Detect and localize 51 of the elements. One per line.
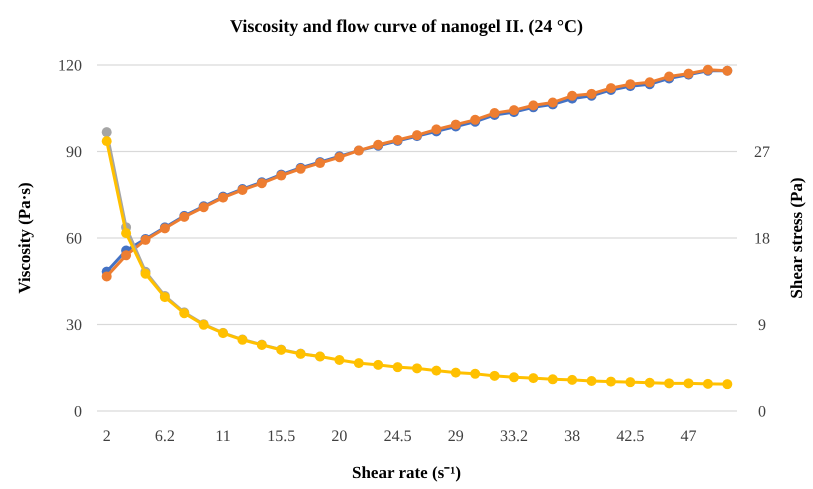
x-tick-label: 33.2 <box>500 428 528 445</box>
y-tick-label: 0 <box>74 404 82 421</box>
point <box>102 136 112 146</box>
y-tick-label: 30 <box>66 317 82 334</box>
point <box>490 370 500 381</box>
x-tick-label: 6.2 <box>154 428 175 445</box>
x-tick-label: 29 <box>448 428 464 445</box>
point <box>121 228 132 238</box>
point <box>334 354 344 365</box>
y2-tick-label: 18 <box>754 230 770 248</box>
point <box>548 374 558 384</box>
y-axis-title: Viscosity (Pa·s) <box>15 182 34 294</box>
point <box>102 271 112 282</box>
point <box>373 360 384 370</box>
point <box>528 373 538 384</box>
point <box>644 378 655 388</box>
chart-title: Viscosity and flow curve of nanogel II. (24 °C) <box>230 16 584 36</box>
y2-tick-label: 9 <box>758 317 766 334</box>
point <box>702 378 713 389</box>
point <box>470 368 480 379</box>
point <box>412 363 422 374</box>
point <box>684 378 694 388</box>
x-tick-label: 42.5 <box>616 428 644 445</box>
point <box>508 372 519 382</box>
x-tick-label: 11 <box>215 428 231 445</box>
point <box>450 368 461 378</box>
point <box>102 127 112 138</box>
point <box>392 362 403 372</box>
point <box>625 377 636 388</box>
y2-axis-title: Shear stress (Pa) <box>787 177 806 299</box>
point <box>431 366 442 376</box>
point <box>354 358 364 368</box>
x-tick-label: 47 <box>680 428 697 445</box>
x-tick-label: 2 <box>102 428 111 445</box>
point <box>606 376 616 387</box>
point <box>722 379 732 390</box>
x-tick-label: 38 <box>564 428 580 445</box>
point <box>567 374 578 385</box>
y2-tick-label: 0 <box>758 404 766 421</box>
x-tick-label: 20 <box>331 428 348 445</box>
y-tick-label: 90 <box>66 144 82 162</box>
y-tick-label: 120 <box>58 58 82 75</box>
point <box>567 90 578 101</box>
x-axis-title: Shear rate (s⁻¹) <box>352 463 461 482</box>
y2-tick-label: 27 <box>754 144 770 162</box>
x-tick-label: 24.5 <box>384 428 412 445</box>
point <box>586 376 597 386</box>
point <box>664 378 674 388</box>
point <box>121 250 132 260</box>
x-tick-label: 15.5 <box>267 428 296 445</box>
y-tick-label: 60 <box>66 230 82 248</box>
